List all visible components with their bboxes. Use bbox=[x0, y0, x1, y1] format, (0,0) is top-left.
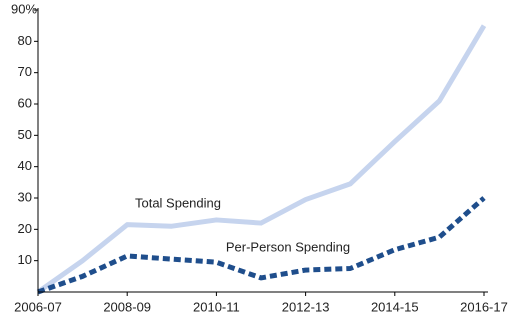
x-tick-label: 2008-09 bbox=[103, 299, 151, 314]
y-tick-label: 70 bbox=[18, 64, 32, 79]
y-tick-label: 80 bbox=[18, 33, 32, 48]
series-line bbox=[37, 196, 486, 295]
y-tick-label: 10 bbox=[18, 252, 32, 267]
x-tick-label: 2010-11 bbox=[193, 299, 240, 314]
y-tick-label: 30 bbox=[18, 189, 32, 204]
x-tick-label: 2014-15 bbox=[371, 299, 419, 314]
y-tick-label: 60 bbox=[18, 95, 32, 110]
x-tick-label: 2016-17 bbox=[460, 299, 508, 314]
series-label: Per-Person Spending bbox=[226, 239, 350, 254]
y-tick-label: 90% bbox=[11, 1, 37, 16]
y-tick-label: 50 bbox=[18, 127, 32, 142]
x-tick-label: 2006-07 bbox=[14, 299, 62, 314]
y-tick-label: 20 bbox=[18, 221, 32, 236]
x-tick-label: 2012-13 bbox=[282, 299, 330, 314]
y-tick-label: 40 bbox=[18, 158, 32, 173]
series-line bbox=[36, 24, 487, 295]
series-label: Total Spending bbox=[135, 195, 221, 210]
